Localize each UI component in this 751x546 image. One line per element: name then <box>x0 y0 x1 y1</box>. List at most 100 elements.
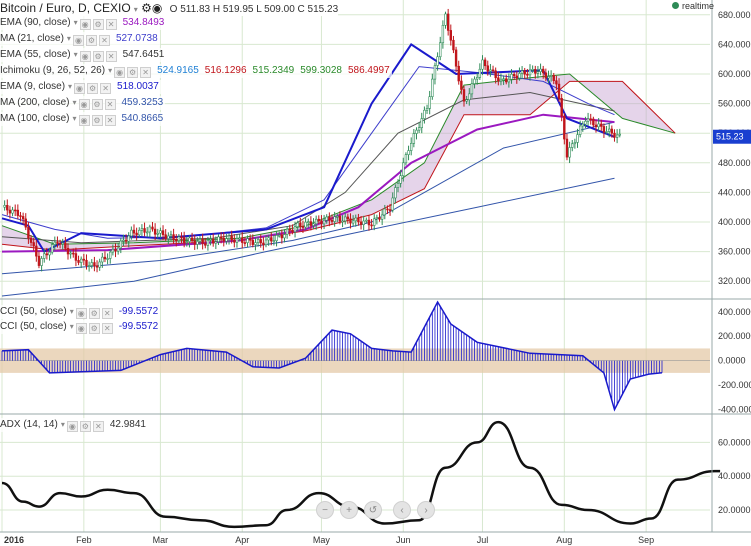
candle-body <box>560 98 563 117</box>
candle-body <box>475 77 479 80</box>
candle-body <box>98 261 101 268</box>
eye-icon[interactable]: ◉ <box>75 308 87 319</box>
close-icon[interactable]: ✕ <box>101 323 113 334</box>
chevron-down-icon[interactable]: ▾ <box>73 50 78 59</box>
close-icon[interactable]: ✕ <box>98 35 110 46</box>
candle-body <box>248 238 252 241</box>
candle-body <box>507 78 511 83</box>
settings-icon[interactable]: ⚙ <box>92 51 104 62</box>
candle-body <box>486 65 489 72</box>
cci-pane <box>0 300 710 412</box>
chevron-down-icon[interactable]: ▾ <box>73 18 78 27</box>
candle-body <box>85 259 88 267</box>
settings-icon[interactable]: ⚙ <box>79 421 91 432</box>
eye-icon[interactable]: ◉ <box>72 35 84 46</box>
chevron-down-icon[interactable]: ▾ <box>69 322 74 331</box>
settings-icon[interactable]: ⚙ <box>91 115 103 126</box>
close-icon[interactable]: ✕ <box>100 83 112 94</box>
candle-body <box>584 120 587 125</box>
candle-body <box>167 235 170 239</box>
candle-body <box>544 72 548 79</box>
candle-body <box>50 244 54 253</box>
candle-body <box>351 220 355 224</box>
close-icon[interactable]: ✕ <box>104 99 116 110</box>
chevron-down-icon[interactable]: ▾ <box>133 5 138 14</box>
cci-tick-label: -400.0000 <box>718 405 751 415</box>
candle-body <box>45 253 49 256</box>
y-tick-label: 560.000 <box>718 99 751 109</box>
settings-icon[interactable]: ⚙ <box>88 308 100 319</box>
candle-body <box>341 220 344 223</box>
chevron-down-icon[interactable]: ▾ <box>72 98 77 107</box>
eye-icon[interactable]: ◉ <box>66 421 78 432</box>
reset-icon[interactable]: ↺ <box>364 501 382 519</box>
candle-body <box>138 229 141 236</box>
settings-icon[interactable]: ⚙ <box>127 67 139 78</box>
candle-body <box>343 216 347 222</box>
candle-body <box>396 183 400 188</box>
cci-tick-label: 0.0000 <box>718 356 746 366</box>
candle-body <box>304 221 307 228</box>
chevron-down-icon[interactable]: ▾ <box>108 66 113 75</box>
candle-body <box>573 142 577 145</box>
candle-body <box>159 230 162 234</box>
zoom-in-icon[interactable]: + <box>340 501 358 519</box>
eye-icon[interactable]: ◉ <box>75 323 87 334</box>
candle-body <box>383 208 386 216</box>
candle-body <box>14 209 17 212</box>
chevron-down-icon[interactable]: ▾ <box>66 34 71 43</box>
eye-icon[interactable]: ◉ <box>79 51 91 62</box>
candle-body <box>362 220 365 225</box>
candle-body <box>531 69 534 71</box>
realtime-indicator[interactable]: realtime <box>672 1 714 11</box>
ema-90-line <box>1 113 615 253</box>
candle-body <box>460 80 463 90</box>
settings-icon[interactable]: ⚙ <box>85 35 97 46</box>
candle-body <box>402 162 405 177</box>
close-icon[interactable]: ✕ <box>92 421 104 432</box>
chevron-down-icon[interactable]: ▾ <box>69 307 74 316</box>
eye-icon[interactable]: ◉ <box>79 19 91 30</box>
eye-icon[interactable]: ◉ <box>78 115 90 126</box>
candle-body <box>127 235 130 242</box>
candle-body <box>283 234 286 239</box>
candle-body <box>454 49 458 67</box>
candle-body <box>436 56 439 66</box>
candle-body <box>380 214 384 220</box>
settings-icon[interactable]: ⚙ <box>92 19 104 30</box>
candle-body <box>518 73 521 79</box>
candle-body <box>82 258 86 261</box>
candle-body <box>526 73 529 76</box>
candle-body <box>40 258 43 266</box>
x-tick-label: Mar <box>153 535 169 545</box>
settings-icon[interactable]: ⚙ <box>87 83 99 94</box>
close-icon[interactable]: ✕ <box>140 67 152 78</box>
candle-body <box>251 239 254 245</box>
chevron-down-icon[interactable]: ▾ <box>60 420 65 429</box>
candle-body <box>481 59 484 70</box>
candle-body <box>388 209 392 211</box>
eye-icon[interactable]: ◉ <box>74 83 86 94</box>
close-icon[interactable]: ✕ <box>104 115 116 126</box>
eye-icon[interactable]: ◉ <box>114 67 126 78</box>
chevron-down-icon[interactable]: ▾ <box>72 114 77 123</box>
chevron-down-icon[interactable]: ▾ <box>68 82 73 91</box>
candle-body <box>491 69 495 72</box>
scroll-left-icon[interactable]: ‹ <box>393 501 411 519</box>
close-icon[interactable]: ✕ <box>105 19 117 30</box>
candle-body <box>478 68 482 78</box>
candle-body <box>53 241 57 245</box>
candle-body <box>494 70 497 79</box>
candle-body <box>515 75 519 79</box>
close-icon[interactable]: ✕ <box>101 308 113 319</box>
candle-body <box>299 222 302 227</box>
close-icon[interactable]: ✕ <box>105 51 117 62</box>
settings-icon[interactable]: ⚙ <box>91 99 103 110</box>
candle-body <box>288 228 291 231</box>
zoom-out-icon[interactable]: − <box>316 501 334 519</box>
settings-icon[interactable]: ⚙ <box>88 323 100 334</box>
scroll-right-icon[interactable]: › <box>417 501 435 519</box>
eye-icon[interactable]: ◉ <box>78 99 90 110</box>
candle-body <box>61 242 64 245</box>
